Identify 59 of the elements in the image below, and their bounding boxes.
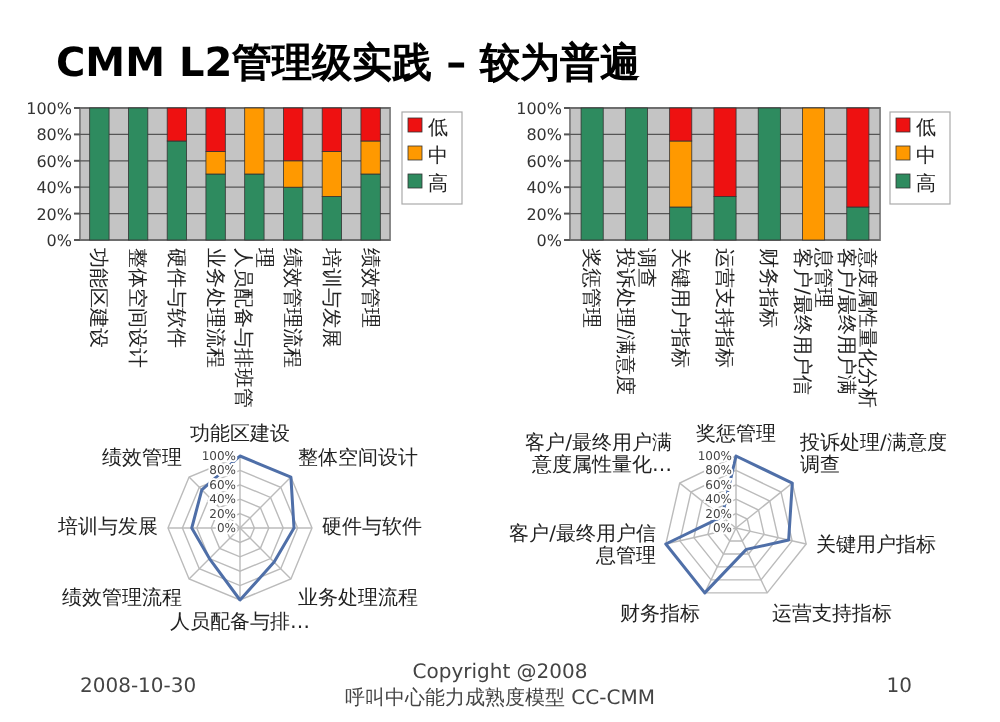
spoke-label: 关键用户指标 bbox=[815, 533, 936, 558]
text: 10 bbox=[886, 676, 912, 698]
y-tick-label: 0% bbox=[536, 232, 563, 250]
y-tick-label: 60% bbox=[526, 152, 563, 171]
y-tick-label: 80% bbox=[36, 126, 73, 145]
bar bbox=[128, 107, 149, 241]
spoke-label: 整体空间设计 bbox=[297, 446, 418, 471]
x-tick-label: 整体空间设计 bbox=[125, 248, 150, 368]
bar bbox=[89, 107, 110, 241]
x-tick-label: 硬件与软件 bbox=[163, 248, 188, 348]
y-tick-label: 0% bbox=[46, 232, 73, 250]
y-tick-label: 40% bbox=[526, 179, 563, 198]
y-tick-label: 20% bbox=[526, 205, 563, 224]
legend-label: 高 bbox=[916, 172, 936, 196]
y-tick-label: 20% bbox=[36, 205, 73, 224]
spoke-label: 奖惩管理 bbox=[696, 422, 776, 446]
x-tick-label: 绩效管理流程 bbox=[280, 248, 305, 368]
y-tick-label: 100% bbox=[26, 100, 73, 118]
y-tick-label: 100% bbox=[516, 100, 563, 118]
x-tick-label: 人员配备与排班管理 bbox=[230, 248, 274, 408]
x-tick-label: 功能区建设 bbox=[86, 248, 111, 348]
legend-label: 高 bbox=[428, 172, 448, 196]
spoke-label: 人员配备与排… bbox=[170, 610, 310, 634]
spoke-label: 客户/最终用户满意度属性量化… bbox=[525, 430, 672, 477]
x-tick-label: 关键用户指标 bbox=[667, 248, 692, 368]
chart-title: CMM L2管理级实践 – 较为普遍 bbox=[56, 38, 641, 86]
spoke-label: 硬件与软件 bbox=[322, 515, 422, 539]
bar bbox=[580, 107, 604, 241]
x-tick-label: 客户/最终用户信息管理 bbox=[790, 246, 836, 395]
spoke-label: 财务指标 bbox=[620, 601, 701, 626]
y-tick-label: 40% bbox=[36, 179, 73, 198]
spoke-label: 业务处理流程 bbox=[297, 585, 418, 610]
legend-label: 中 bbox=[916, 144, 936, 168]
spoke-label: 培训与发展 bbox=[56, 515, 158, 539]
x-tick-label: 投诉处理/满意度调查 bbox=[612, 246, 658, 395]
y-tick-label: 60% bbox=[36, 152, 73, 171]
text: Copyright @2008 bbox=[412, 662, 588, 684]
spoke-label: 绩效管理流程 bbox=[62, 585, 183, 610]
x-tick-label: 奖惩管理 bbox=[579, 248, 604, 328]
spoke-label: 绩效管理 bbox=[102, 446, 183, 471]
bar bbox=[802, 107, 826, 241]
legend-label: 中 bbox=[428, 144, 448, 168]
x-tick-label: 培训与发展 bbox=[318, 246, 343, 348]
spoke-label: 功能区建设 bbox=[190, 422, 290, 446]
bar bbox=[757, 107, 781, 241]
text: 2008-10-30 bbox=[80, 676, 197, 698]
x-tick-label: 财务指标 bbox=[756, 248, 781, 328]
x-tick-label: 业务处理流程 bbox=[202, 248, 227, 368]
y-tick-label: 80% bbox=[526, 126, 563, 145]
legend-label: 低 bbox=[916, 118, 936, 140]
spoke-label: 运营支持指标 bbox=[771, 601, 892, 626]
x-tick-label: 绩效管理 bbox=[357, 248, 382, 328]
text: 呼叫中心能力成熟度模型 CC-CMM bbox=[345, 686, 655, 710]
legend-label: 低 bbox=[428, 118, 448, 140]
spoke-label: 投诉处理/满意度调查 bbox=[798, 430, 947, 477]
x-tick-label: 运营支持指标 bbox=[712, 248, 736, 368]
spoke-label: 客户/最终用户信息管理 bbox=[509, 522, 657, 569]
x-tick-label: 客户/最终用户满意度属性量化分析 bbox=[834, 246, 880, 408]
bar bbox=[624, 107, 648, 241]
